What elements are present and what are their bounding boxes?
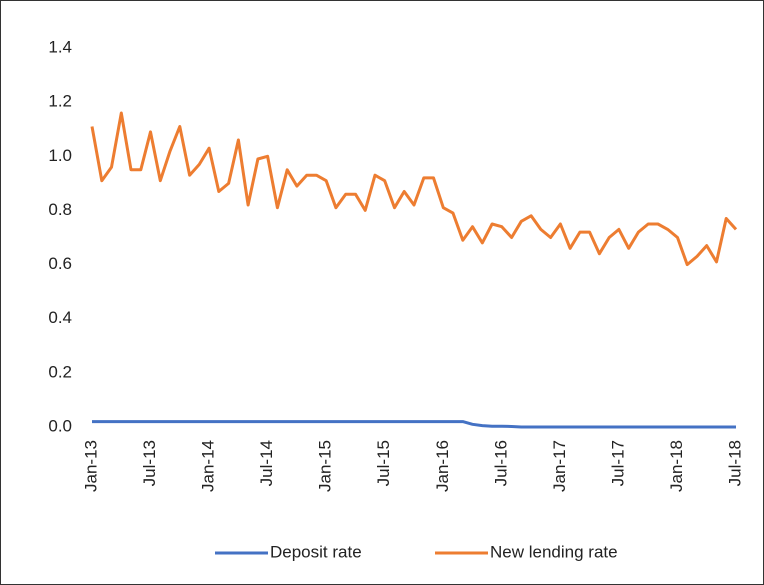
x-tick-label: Jan-15 <box>316 440 335 492</box>
legend-label: New lending rate <box>490 542 618 561</box>
y-tick-label: 0.0 <box>48 416 72 435</box>
x-tick-label: Jul-17 <box>608 440 627 486</box>
x-tick-label: Jul-15 <box>374 440 393 486</box>
y-tick-label: 0.4 <box>48 308 72 327</box>
x-tick-label: Jul-13 <box>140 440 159 486</box>
legend-label: Deposit rate <box>270 542 362 561</box>
x-tick-label: Jan-16 <box>433 440 452 492</box>
y-tick-label: 1.4 <box>48 37 72 56</box>
x-tick-label: Jan-17 <box>550 440 569 492</box>
y-tick-label: 0.6 <box>48 254 72 273</box>
y-tick-label: 0.8 <box>48 200 72 219</box>
x-tick-label: Jul-18 <box>725 440 744 486</box>
y-tick-label: 1.0 <box>48 146 72 165</box>
x-tick-label: Jul-16 <box>491 440 510 486</box>
x-tick-label: Jul-14 <box>257 440 276 486</box>
x-tick-label: Jan-13 <box>81 440 100 492</box>
y-tick-label: 1.2 <box>48 92 72 111</box>
y-tick-label: 0.2 <box>48 362 72 381</box>
series-line <box>90 111 738 267</box>
x-tick-label: Jan-18 <box>667 440 686 492</box>
x-tick-label: Jan-14 <box>199 440 218 492</box>
series-line <box>92 420 736 429</box>
